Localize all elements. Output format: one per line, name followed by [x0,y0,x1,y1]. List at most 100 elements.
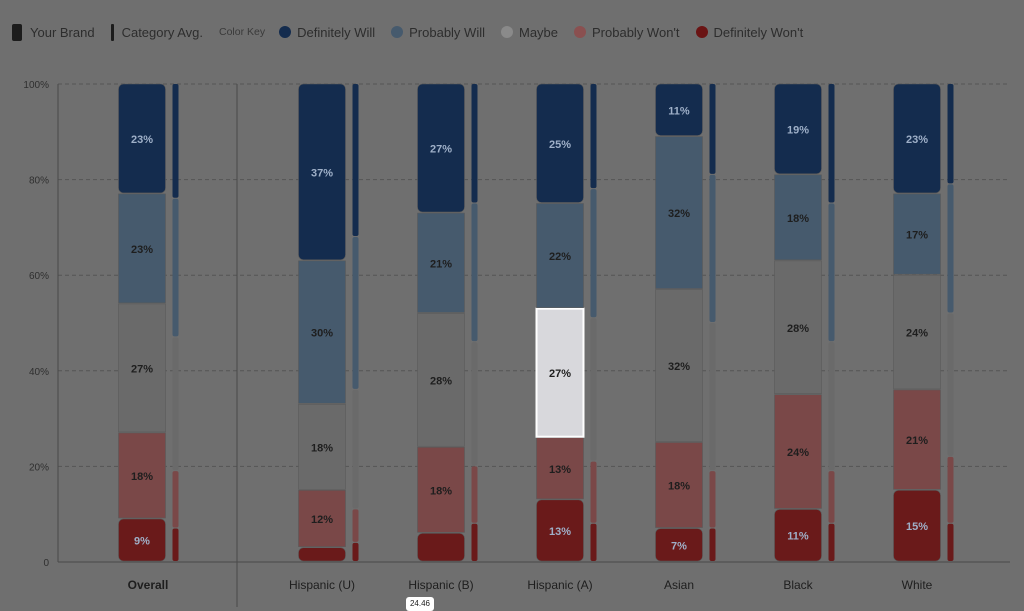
bar-segment [536,437,584,500]
bar-segment [655,289,703,442]
data-label: 21% [430,258,452,270]
data-label: 24% [787,447,809,459]
data-label: 12% [311,514,333,526]
legend-category-avg[interactable]: Category Avg. [110,23,203,41]
bar-segment [536,203,584,308]
bar-segment [893,389,941,490]
avg-bar-segment [709,174,716,322]
avg-bar-segment [172,471,179,528]
legend-probably-will[interactable]: Probably Will [391,25,485,40]
x-category-label: Overall [128,578,169,592]
data-label: 13% [549,526,571,538]
bar-segment [118,432,166,519]
legend-your-brand[interactable]: Your Brand [12,23,95,41]
data-label: 17% [906,230,928,242]
your-brand-swatch-icon [12,23,22,41]
avg-bar-segment [590,461,597,523]
avg-bar-segment [471,203,478,342]
bar-segment [417,533,465,562]
bar-segment [298,260,346,404]
legend-label: Definitely Will [297,24,376,40]
avg-bar-segment [828,342,835,471]
data-label: 27% [430,144,452,156]
avg-bar-segment [947,313,954,456]
bar-segment [655,442,703,528]
avg-bar-segment [471,466,478,523]
data-label: 11% [668,105,690,117]
avg-bar-segment [352,509,359,542]
legend-definitely-will[interactable]: Definitely Will [279,25,375,40]
legend-maybe[interactable]: Maybe [500,24,559,40]
color-key-title: Color Key [219,26,266,38]
bar-segment [417,313,465,447]
avg-bar-segment [471,84,478,203]
avg-bar-segment [709,471,716,528]
bar-segment [535,307,585,438]
data-label: 18% [131,471,153,483]
avg-bar-segment [590,189,597,318]
bar-segment [893,274,941,390]
bar-segment [774,394,822,509]
bar-segment [774,174,822,261]
bar-segment [536,499,584,562]
circle-icon [391,26,404,38]
bar-segment [536,83,584,203]
bar-segment [118,303,166,433]
y-tick-label: 40% [29,367,49,378]
bar-segment [118,83,166,194]
avg-bar-segment [590,318,597,461]
tooltip-value: 24.46 [406,597,434,611]
data-label: 13% [549,464,571,476]
category-avg-swatch-icon [110,23,114,41]
circle-icon [695,26,708,38]
data-label: 9% [134,535,150,547]
data-label: 18% [430,485,452,497]
avg-bar-segment [828,523,835,561]
data-label: 32% [668,208,690,220]
bar-segment [893,83,941,194]
avg-bar-segment [172,198,179,337]
data-label: 28% [787,323,809,335]
bar-segment [893,489,941,562]
data-label: 11% [787,531,809,543]
circle-icon [574,26,587,38]
legend-label: Probably Won't [592,24,680,40]
legend-label: Your Brand [30,24,95,40]
data-label: 27% [549,368,571,380]
avg-bar-segment [172,528,179,561]
legend-probably-wont[interactable]: Probably Won't [574,25,680,40]
bar-segment [118,193,166,304]
bar-segment [298,83,346,261]
legend: Your Brand Category Avg. Color Key Defin… [12,22,819,42]
bar-segment [417,446,465,533]
data-label: 32% [668,361,690,373]
circle-icon [279,26,292,38]
avg-bar-segment [709,84,716,174]
legend-definitely-wont[interactable]: Definitely Won't [695,25,803,40]
avg-bar-segment [352,389,359,509]
avg-bar-segment [709,323,716,471]
bar-segment [893,193,941,275]
y-tick-label: 60% [29,271,49,282]
data-label: 37% [311,167,333,179]
bar-segment [774,260,822,394]
bar-segment [655,528,703,562]
x-category-label: Hispanic (B) [408,578,473,592]
avg-bar-segment [590,523,597,561]
bar-segment [298,403,346,490]
avg-bar-segment [947,523,954,561]
bar-segment [417,83,465,213]
avg-bar-segment [828,471,835,523]
bar-segment [298,489,346,547]
legend-label: Probably Will [409,24,485,40]
avg-bar-segment [172,84,179,198]
bar-segment [774,83,822,175]
data-label: 23% [131,244,153,256]
bar-segment [417,212,465,313]
y-tick-label: 100% [23,80,49,91]
x-category-label: Hispanic (U) [289,578,355,592]
x-category-label: Hispanic (A) [527,578,592,592]
bar-segment [655,136,703,289]
avg-bar-segment [590,84,597,189]
legend-label: Maybe [518,24,559,40]
